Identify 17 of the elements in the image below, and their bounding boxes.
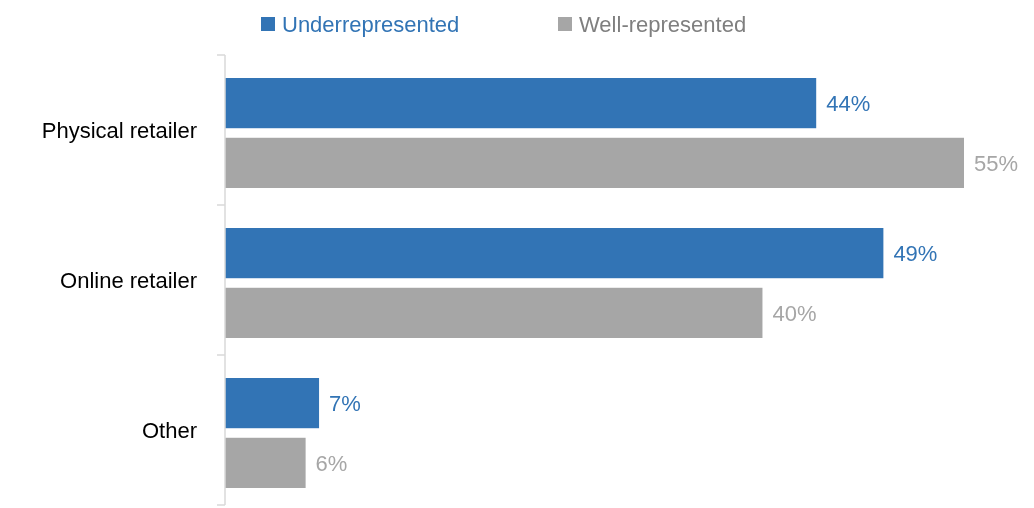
legend-label: Underrepresented xyxy=(282,11,460,37)
bar xyxy=(225,137,964,188)
data-label: 44% xyxy=(826,90,871,116)
bar xyxy=(225,378,320,429)
bar xyxy=(225,437,306,488)
bar xyxy=(225,287,763,338)
data-label: 40% xyxy=(772,300,817,326)
y-tick-label: Online retailer xyxy=(60,267,197,293)
data-label: 7% xyxy=(329,390,361,416)
bar xyxy=(225,228,884,279)
y-tick-label: Physical retailer xyxy=(41,117,197,143)
data-label: 6% xyxy=(315,450,348,476)
y-tick-label: Other xyxy=(141,417,197,443)
bar xyxy=(225,78,817,129)
data-label: 55% xyxy=(974,150,1019,176)
legend-label: Well-represented xyxy=(579,11,747,37)
data-label: 49% xyxy=(893,240,938,266)
